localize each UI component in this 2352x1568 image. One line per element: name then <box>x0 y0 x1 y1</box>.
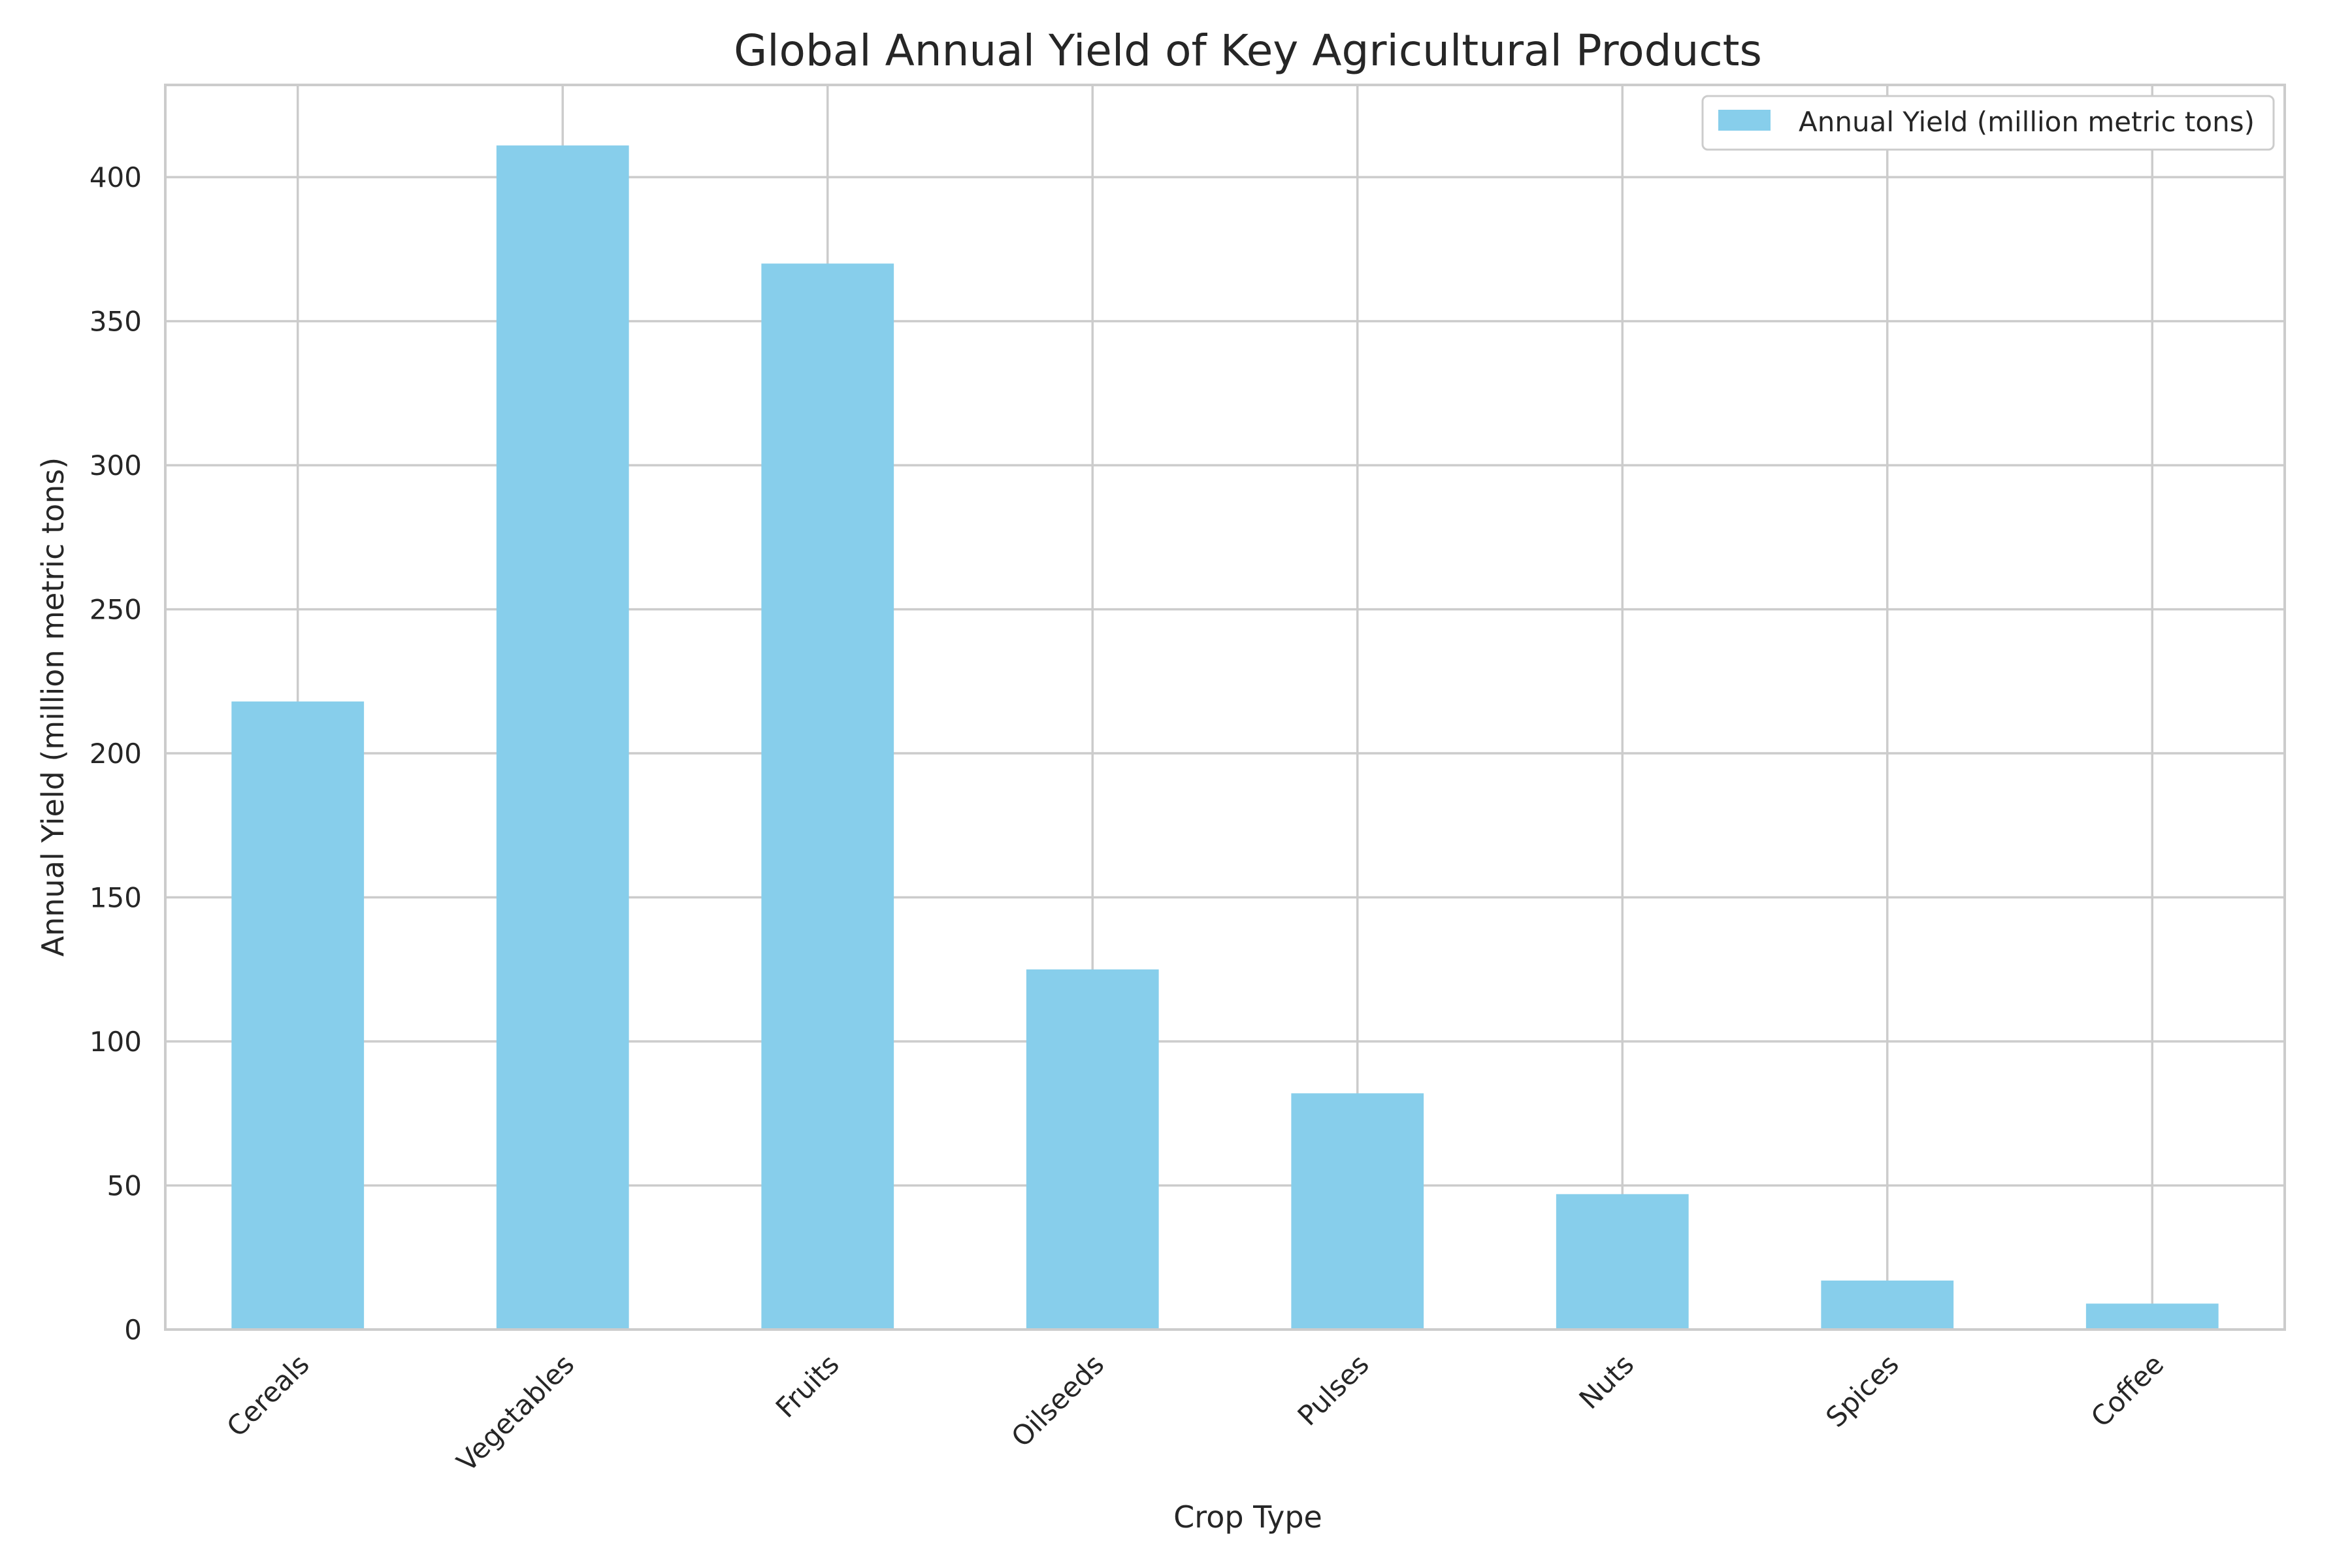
legend-swatch <box>1718 110 1771 131</box>
bar-spices <box>1821 1281 1954 1330</box>
bar-oilseeds <box>1026 969 1159 1330</box>
legend-entry-label: Annual Yield (million metric tons) <box>1799 106 2255 138</box>
y-tick-label: 150 <box>90 882 142 914</box>
legend-frame <box>1701 95 2275 151</box>
x-axis-label: Crop Type <box>1173 1499 1322 1535</box>
bar-nuts <box>1556 1194 1689 1330</box>
legend: Annual Yield (million metric tons) <box>1701 95 2275 151</box>
bar-pulses <box>1291 1093 1424 1330</box>
y-tick-label: 400 <box>90 161 142 193</box>
y-tick-labels: 0 50 100 150 200 250 300 350 400 <box>90 161 142 1346</box>
y-tick-label: 250 <box>90 594 142 626</box>
bar-coffee <box>2085 1303 2219 1330</box>
y-tick-label: 50 <box>107 1170 142 1202</box>
y-axis-label: Annual Yield (million metric tons) <box>35 457 71 956</box>
y-tick-label: 350 <box>90 306 142 338</box>
y-tick-label: 0 <box>124 1314 142 1346</box>
bar-vegetables <box>496 145 629 1330</box>
chart-title: Global Annual Yield of Key Agricultural … <box>734 25 1762 76</box>
bar-cereals <box>231 701 365 1330</box>
y-tick-label: 200 <box>90 738 142 770</box>
plot-area-frame <box>164 84 2286 1331</box>
y-tick-label: 300 <box>90 449 142 482</box>
y-tick-label: 100 <box>90 1026 142 1058</box>
bar-fruits <box>761 263 894 1330</box>
bar-layer <box>231 145 2219 1330</box>
